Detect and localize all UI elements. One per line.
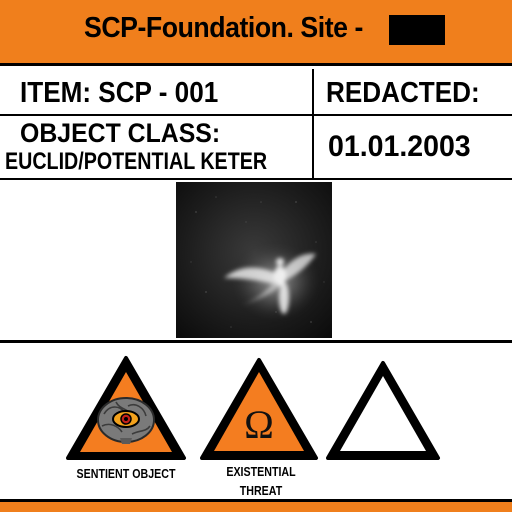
hazard-caption-sentient: SENTIENT OBJECT [76,466,176,481]
footer-bar [0,499,512,512]
brain-eye-icon [66,356,186,460]
hazard-caption-existential: EXISTENTIAL THREAT [226,464,296,498]
svg-text:Ω: Ω [244,402,274,447]
column-divider [312,69,314,180]
redacted-label: REDACTED: [326,77,480,109]
class-row: OBJECT CLASS: EUCLID/POTENTIAL KETER 01.… [0,116,512,180]
redacted-date: 01.01.2003 [328,130,471,163]
section-divider [0,340,512,343]
redacted-site-block [389,15,445,45]
photo-image [176,182,332,338]
hazard-existential: Ω [198,356,320,464]
header-bar: SCP-Foundation. Site - [0,0,512,66]
item-row: ITEM: SCP - 001 REDACTED: [0,69,512,116]
omega-icon: Ω [200,358,318,460]
object-class-value: EUCLID/POTENTIAL KETER [5,148,268,175]
blank-triangle-icon [326,361,440,460]
item-label: ITEM: SCP - 001 [20,77,219,109]
hazard-sentient [64,354,188,464]
object-class-label: OBJECT CLASS: [20,118,221,148]
winged-figure-photo [176,182,332,338]
site-title: SCP-Foundation. Site - [84,12,363,44]
hazard-blank [324,359,442,463]
